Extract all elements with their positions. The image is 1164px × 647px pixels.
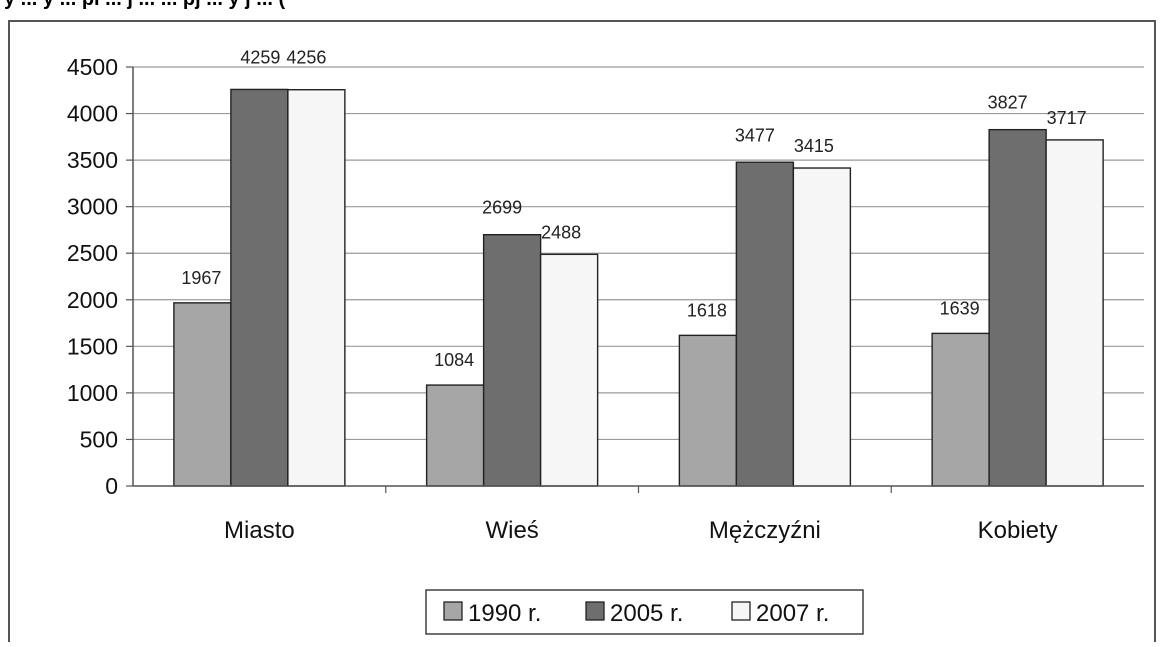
- legend-label-2: 2005 r.: [610, 600, 683, 627]
- data-label: 2488: [541, 222, 581, 242]
- y-tick-label: 500: [80, 426, 118, 452]
- bar-1-3: [678, 334, 738, 487]
- data-label: 3415: [794, 136, 834, 156]
- category-label: Miasto: [224, 517, 295, 544]
- legend-label-3: 2007 r.: [756, 600, 829, 627]
- y-tick-label: 2500: [67, 240, 118, 266]
- category-label: Wieś: [485, 517, 538, 544]
- y-tick-label: 3000: [67, 194, 118, 220]
- bar-2-2: [482, 233, 542, 487]
- data-label: 3827: [988, 93, 1028, 113]
- bar-1-4: [931, 332, 990, 487]
- bar-1-2: [425, 384, 485, 487]
- legend: 1990 r. 2005 r. 2007 r.: [425, 589, 864, 635]
- data-label: 2699: [482, 198, 522, 218]
- cropped-header-text: y ... y ... pi ... j ... ... pj ... y j …: [4, 0, 285, 10]
- bar-3-1: [287, 89, 346, 487]
- bar-3-2: [539, 253, 599, 487]
- data-label: 1639: [940, 298, 980, 318]
- category-label: Kobiety: [978, 517, 1058, 544]
- bar-3-4: [1045, 139, 1104, 487]
- y-tick-label: 1500: [67, 333, 118, 359]
- y-tick-label: 1000: [67, 380, 118, 406]
- data-label: 3717: [1047, 108, 1087, 128]
- legend-swatch-2: [585, 601, 605, 621]
- category-labels: Miasto Wieś Mężczyźni Kobiety: [224, 517, 1058, 544]
- legend-swatch-1: [443, 601, 463, 621]
- y-tick-label: 0: [105, 473, 118, 499]
- data-label: 4259: [240, 47, 280, 67]
- axes: [126, 66, 1144, 493]
- cropped-header-strip: y ... y ... pi ... j ... ... pj ... y j …: [0, 0, 1164, 10]
- data-label: 1084: [434, 350, 474, 370]
- bars: [173, 88, 1104, 487]
- legend-swatch-3: [731, 601, 751, 621]
- y-tick-label: 2000: [67, 287, 118, 313]
- legend-box: [425, 589, 864, 635]
- legend-label-1: 1990 r.: [468, 600, 541, 627]
- bar-2-3: [735, 161, 795, 487]
- y-tick-label: 3500: [67, 147, 118, 173]
- data-label: 1618: [687, 300, 727, 320]
- y-tick-labels: 0 500 1000 1500 2000 2500 3000 3500 4000 4500: [67, 54, 118, 499]
- bar-1-1: [173, 302, 232, 487]
- y-tick-label: 4500: [67, 54, 118, 80]
- data-label: 4256: [286, 48, 326, 68]
- bar-3-3: [792, 167, 852, 487]
- data-label: 1967: [181, 268, 221, 288]
- y-tick-label: 4000: [67, 101, 118, 127]
- category-label: Mężczyźni: [709, 517, 821, 544]
- data-labels: 1967 4259 4256 1084 2699 2488 1618 3477 3415 1639…: [181, 47, 1086, 370]
- bar-2-4: [988, 128, 1047, 487]
- bar-2-1: [230, 88, 289, 487]
- data-label: 3477: [735, 125, 775, 145]
